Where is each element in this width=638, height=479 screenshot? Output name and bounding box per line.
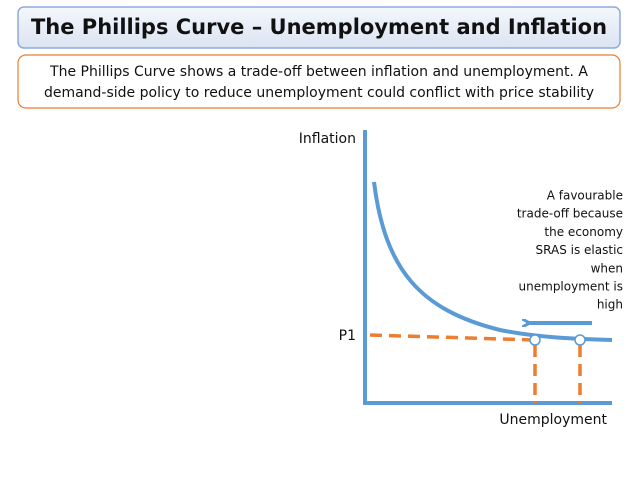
phillips-curve bbox=[372, 181, 613, 342]
point bbox=[574, 334, 586, 346]
annotation-line: the economy bbox=[544, 225, 623, 239]
title-box bbox=[17, 6, 621, 49]
x-axis-label: Unemployment bbox=[499, 412, 607, 428]
intro-box bbox=[17, 54, 621, 109]
y-axis-label: Inflation bbox=[299, 131, 356, 147]
annotation-line: when bbox=[591, 261, 623, 275]
title: The Phillips Curve – Unemployment and In… bbox=[31, 15, 607, 39]
annotation: A favourable trade-off because the economy… bbox=[517, 189, 623, 312]
annotation-line: unemployment is bbox=[519, 280, 623, 294]
intro-line: The Phillips Curve shows a trade-off bet… bbox=[49, 64, 588, 80]
annotation-line: trade-off because bbox=[517, 207, 623, 221]
point bbox=[529, 334, 541, 346]
annotation-line: SRAS is elastic bbox=[536, 243, 623, 257]
annotation-line: high bbox=[597, 298, 623, 312]
p1-label: P1 bbox=[339, 328, 356, 344]
annotation-line: A favourable bbox=[547, 189, 623, 203]
intro-line: demand-side policy to reduce unemploymen… bbox=[44, 85, 594, 101]
p1-line bbox=[369, 333, 536, 342]
